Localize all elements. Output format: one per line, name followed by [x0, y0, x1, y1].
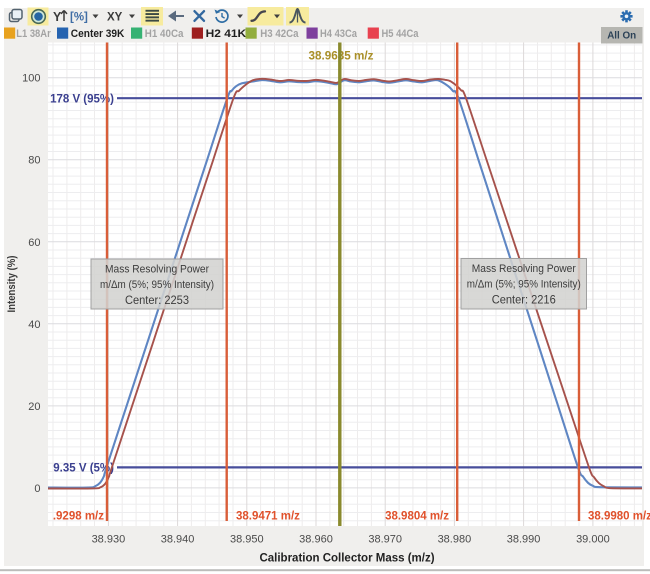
svg-text:38.9471 m/z: 38.9471 m/z	[236, 511, 300, 523]
svg-text:40: 40	[28, 319, 40, 331]
svg-text:38.9804 m/z: 38.9804 m/z	[385, 511, 449, 523]
svg-text:9.35 V (5%): 9.35 V (5%)	[53, 463, 114, 475]
svg-text:38.9980 m/z: 38.9980 m/z	[588, 511, 650, 523]
svg-text:H5 44Ca: H5 44Ca	[382, 28, 420, 40]
svg-text:All On: All On	[607, 30, 636, 42]
svg-text:Mass Resolving Power: Mass Resolving Power	[105, 264, 209, 276]
svg-text:39.000: 39.000	[576, 534, 610, 546]
svg-text:m/Δm (5%; 95% Intensity): m/Δm (5%; 95% Intensity)	[467, 279, 581, 291]
svg-text:H2 41K: H2 41K	[206, 28, 247, 40]
svg-text:38.960: 38.960	[299, 534, 333, 546]
svg-text:Calibration Collector Mass (m/: Calibration Collector Mass (m/z)	[259, 553, 434, 565]
svg-text:80: 80	[28, 155, 40, 167]
svg-text:m/Δm (5%; 95% Intensity): m/Δm (5%; 95% Intensity)	[100, 279, 214, 291]
svg-text:H1 40Ca: H1 40Ca	[145, 28, 184, 40]
svg-text:38.980: 38.980	[438, 534, 472, 546]
svg-text:38.990: 38.990	[507, 534, 541, 546]
svg-text:XY: XY	[107, 12, 123, 24]
svg-text:.9298 m/z: .9298 m/z	[53, 511, 104, 523]
svg-text:Center: 2216: Center: 2216	[492, 293, 556, 307]
svg-text:H4 43Ca: H4 43Ca	[320, 28, 358, 40]
svg-text:60: 60	[28, 237, 40, 249]
svg-text:0: 0	[34, 483, 40, 495]
svg-text:[%]: [%]	[70, 12, 88, 24]
svg-text:Center: 2253: Center: 2253	[125, 293, 189, 307]
svg-text:L1 38Ar: L1 38Ar	[16, 28, 51, 40]
svg-text:38.940: 38.940	[161, 534, 195, 546]
svg-text:38.950: 38.950	[230, 534, 264, 546]
svg-text:100: 100	[22, 73, 40, 85]
svg-text:20: 20	[28, 401, 40, 413]
svg-text:Mass Resolving Power: Mass Resolving Power	[472, 263, 576, 275]
svg-text:H3 42Ca: H3 42Ca	[260, 28, 299, 40]
svg-text:Intensity (%): Intensity (%)	[6, 255, 18, 312]
svg-text:178 V (95%): 178 V (95%)	[50, 94, 114, 106]
svg-text:38.970: 38.970	[368, 534, 402, 546]
svg-text:Center 39K: Center 39K	[71, 28, 125, 40]
svg-text:38.930: 38.930	[92, 534, 126, 546]
svg-text:Y: Y	[53, 10, 62, 24]
